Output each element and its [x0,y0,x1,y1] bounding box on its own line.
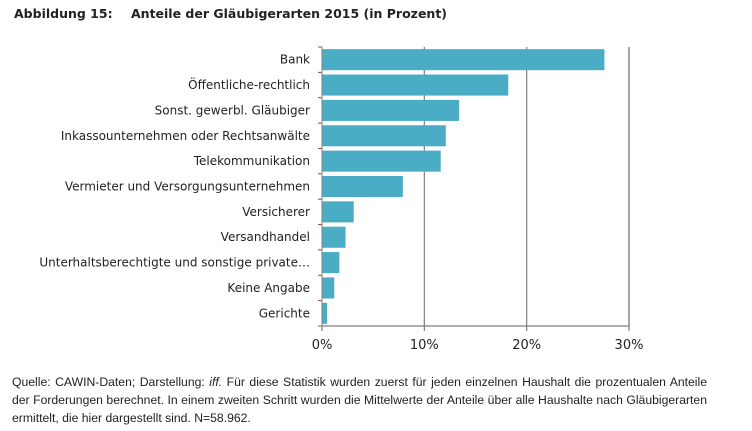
category-label: Keine Angabe [227,281,310,295]
x-tick-label: 20% [512,338,541,353]
figure-header: Abbildung 15: Anteile der Gläubigerarten … [14,6,447,21]
figure-caption: Quelle: CAWIN-Daten; Darstellung: iff. F… [12,373,707,427]
figure-number: Abbildung 15: [14,6,113,21]
category-label: Unterhaltsberechtigte und sonstige priva… [39,256,310,270]
bar [322,74,509,96]
bar [322,252,340,274]
bar [322,175,403,198]
bar [322,201,354,223]
caption-text: Für diese Statistik wurden zuerst für je… [12,375,707,425]
x-tick-label: 0% [312,338,333,353]
bar [322,302,328,324]
category-label: Vermieter und Versorgungsunternehmen [65,180,310,194]
x-tick-label: 30% [615,338,644,353]
bar [322,277,335,299]
bar [322,150,441,172]
figure-title: Anteile der Gläubigerarten 2015 (in Proz… [131,6,448,21]
category-label: Versicherer [242,205,310,219]
category-label: Bank [280,53,310,67]
category-label: Telekommunikation [193,154,310,168]
category-label: Gerichte [259,306,310,320]
axes [318,46,630,331]
caption-source: Quelle: CAWIN-Daten; Darstellung: [12,375,210,389]
category-label: Sonst. gewerbl. Gläubiger [155,103,310,117]
category-label: Inkassounternehmen oder Rechtsanwälte [61,129,310,143]
bar [322,226,346,248]
bars [322,49,605,324]
x-tick-label: 10% [410,338,439,353]
caption-source-author: iff. [209,375,223,389]
category-labels: Bank Öffentliche-rechtlich Sonst. gewerbl.… [39,53,310,321]
bar [322,125,446,147]
bar-chart: Bank Öffentliche-rechtlich Sonst. gewerbl.… [39,46,644,353]
tick-labels: 0% 10% 20% 30% [312,338,644,353]
category-label: Öffentliche-rechtlich [188,76,310,92]
bar [322,49,605,71]
bar [322,99,460,121]
category-label: Versandhandel [221,230,310,244]
